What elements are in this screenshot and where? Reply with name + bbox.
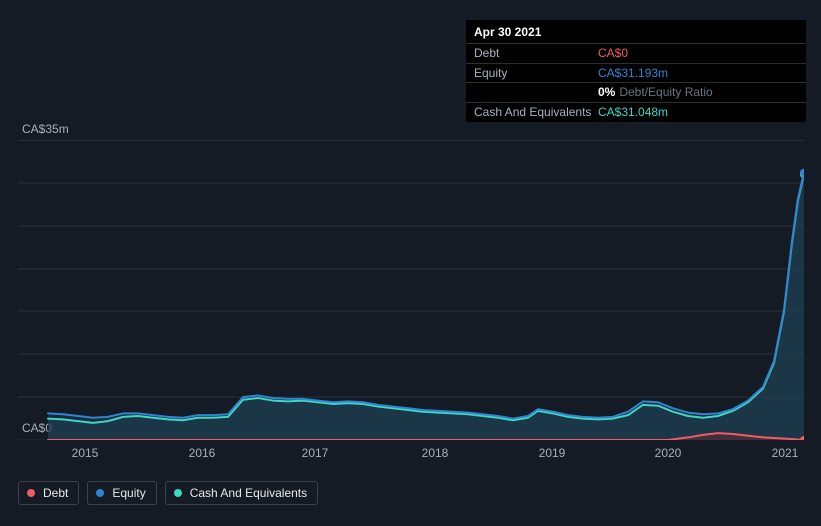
legend-item-label: Equity (112, 486, 145, 500)
tooltip-ratio-label: Debt/Equity Ratio (619, 84, 712, 101)
tooltip-row-label: Debt (474, 45, 598, 62)
chart-area (18, 140, 804, 440)
tooltip-ratio-pct: 0% (598, 84, 615, 101)
debt-equity-chart (18, 140, 804, 440)
tooltip-row: 0%Debt/Equity Ratio (466, 82, 806, 102)
tooltip-row-value: CA$31.193m (598, 65, 668, 82)
tooltip-row: Cash And EquivalentsCA$31.048m (466, 102, 806, 122)
tooltip-row-label: Equity (474, 65, 598, 82)
legend-item-equity[interactable]: Equity (87, 481, 156, 505)
x-axis-label: 2018 (422, 446, 449, 460)
tooltip-row: DebtCA$0 (466, 43, 806, 63)
x-axis-label: 2015 (72, 446, 99, 460)
legend-dot-icon (174, 489, 182, 497)
legend-item-cash-and-equivalents[interactable]: Cash And Equivalents (165, 481, 318, 505)
tooltip-row-label: Cash And Equivalents (474, 104, 598, 121)
tooltip-row-label (474, 84, 598, 101)
tooltip-ratio: 0%Debt/Equity Ratio (598, 84, 713, 101)
legend-dot-icon (27, 489, 35, 497)
tooltip-row: EquityCA$31.193m (466, 63, 806, 83)
x-axis: 2015 2016 2017 2018 2019 2020 2021 (18, 446, 804, 466)
tooltip-date: Apr 30 2021 (466, 20, 806, 43)
chart-legend: Debt Equity Cash And Equivalents (18, 481, 318, 505)
legend-item-debt[interactable]: Debt (18, 481, 79, 505)
legend-item-label: Debt (43, 486, 68, 500)
tooltip-row-value: CA$31.048m (598, 104, 668, 121)
x-axis-label: 2016 (189, 446, 216, 460)
x-axis-label: 2019 (539, 446, 566, 460)
x-axis-label: 2020 (655, 446, 682, 460)
x-axis-label: 2017 (302, 446, 329, 460)
x-axis-label: 2021 (772, 446, 799, 460)
y-axis-max-label: CA$35m (22, 122, 69, 136)
legend-dot-icon (96, 489, 104, 497)
legend-item-label: Cash And Equivalents (190, 486, 307, 500)
tooltip-row-value: CA$0 (598, 45, 628, 62)
chart-tooltip: Apr 30 2021DebtCA$0EquityCA$31.193m0%Deb… (466, 20, 806, 122)
